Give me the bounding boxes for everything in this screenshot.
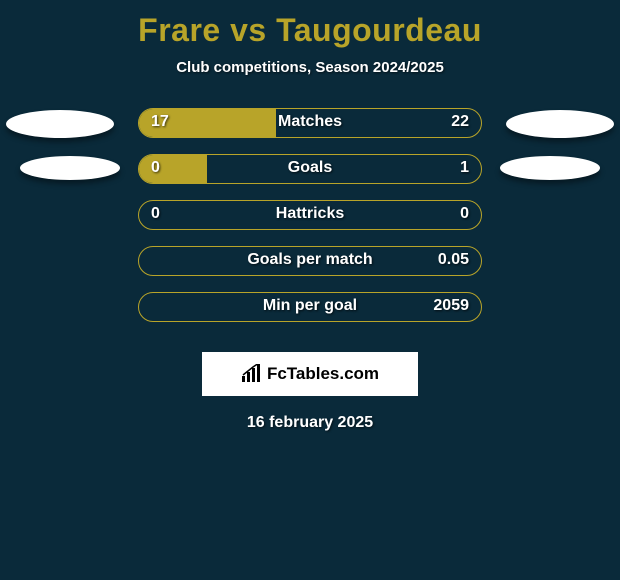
bar-chart-icon <box>241 364 263 384</box>
stat-bar: 0 Goals 1 <box>138 154 482 184</box>
page-title: Frare vs Taugourdeau <box>0 0 620 49</box>
date-line: 16 february 2025 <box>0 414 620 432</box>
stat-bar: Min per goal 2059 <box>138 292 482 322</box>
stat-bar: 0 Hattricks 0 <box>138 200 482 230</box>
stat-bar: Goals per match 0.05 <box>138 246 482 276</box>
bar-fill-left <box>139 155 207 183</box>
stat-value-right: 1 <box>460 159 469 177</box>
brand-box: FcTables.com <box>202 352 418 396</box>
stat-value-left: 17 <box>151 113 169 131</box>
brand-text: FcTables.com <box>267 364 379 384</box>
stat-row: Goals per match 0.05 <box>0 246 620 292</box>
page-subtitle: Club competitions, Season 2024/2025 <box>0 59 620 76</box>
stat-row: 0 Hattricks 0 <box>0 200 620 246</box>
stat-value-right: 0 <box>460 205 469 223</box>
stat-label: Matches <box>278 113 342 131</box>
stat-row: 0 Goals 1 <box>0 154 620 200</box>
player-right-ellipse <box>506 110 614 138</box>
stat-value-right: 2059 <box>433 297 469 315</box>
stat-value-right: 0.05 <box>438 251 469 269</box>
stat-value-left: 0 <box>151 205 160 223</box>
stat-label: Min per goal <box>263 297 357 315</box>
stat-value-left: 0 <box>151 159 160 177</box>
stat-value-right: 22 <box>451 113 469 131</box>
stat-label: Goals <box>288 159 332 177</box>
stats-rows: 17 Matches 22 0 Goals 1 0 Hattricks 0 Goals per m… <box>0 108 620 338</box>
stat-row: Min per goal 2059 <box>0 292 620 338</box>
player-right-ellipse <box>500 156 600 180</box>
stat-label: Goals per match <box>247 251 372 269</box>
stat-bar: 17 Matches 22 <box>138 108 482 138</box>
player-left-ellipse <box>6 110 114 138</box>
stat-row: 17 Matches 22 <box>0 108 620 154</box>
player-left-ellipse <box>20 156 120 180</box>
stat-label: Hattricks <box>276 205 344 223</box>
